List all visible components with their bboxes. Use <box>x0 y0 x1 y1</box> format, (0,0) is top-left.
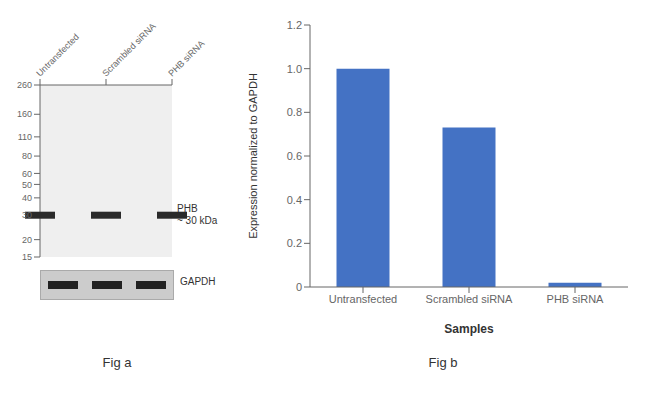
html-text:PHB: PHB <box>177 203 198 215</box>
html-text:Fig b: Fig b <box>428 355 458 370</box>
svg-text:80: 80 <box>22 151 32 161</box>
svg-text:160: 160 <box>17 109 32 119</box>
svg-text:Samples: Samples <box>444 322 494 336</box>
html-text:Fig a: Fig a <box>102 355 132 370</box>
svg-text:110: 110 <box>18 132 32 142</box>
svg-text:Untransfected: Untransfected <box>34 32 81 79</box>
svg-text:1.0: 1.0 <box>287 63 302 75</box>
svg-text:0.6: 0.6 <box>287 150 302 162</box>
svg-text:260: 260 <box>17 80 32 90</box>
svg-text:30: 30 <box>22 210 32 220</box>
svg-text:0.4: 0.4 <box>287 194 302 206</box>
svg-text:20: 20 <box>22 235 32 245</box>
svg-text:1.2: 1.2 <box>287 19 302 31</box>
svg-text:Expression normalized to GAPDH: Expression normalized to GAPDH <box>247 73 259 239</box>
svg-text:0.2: 0.2 <box>287 237 302 249</box>
html-text:~ 30 kDa: ~ 30 kDa <box>177 215 218 227</box>
svg-text:Untransfected: Untransfected <box>329 293 397 305</box>
svg-text:0: 0 <box>296 281 302 293</box>
svg-text:Scrambled siRNA: Scrambled siRNA <box>426 293 513 305</box>
svg-text:15: 15 <box>22 252 32 262</box>
svg-text:0.8: 0.8 <box>287 106 302 118</box>
svg-text:Scrambled siRNA: Scrambled siRNA <box>100 21 157 78</box>
svg-text:PHB siRNA: PHB siRNA <box>166 38 206 78</box>
svg-text:PHB siRNA: PHB siRNA <box>547 293 605 305</box>
svg-text:60: 60 <box>22 169 32 179</box>
svg-text:40: 40 <box>22 193 32 203</box>
html-text:GAPDH: GAPDH <box>180 276 216 287</box>
svg-text:50: 50 <box>22 180 32 190</box>
